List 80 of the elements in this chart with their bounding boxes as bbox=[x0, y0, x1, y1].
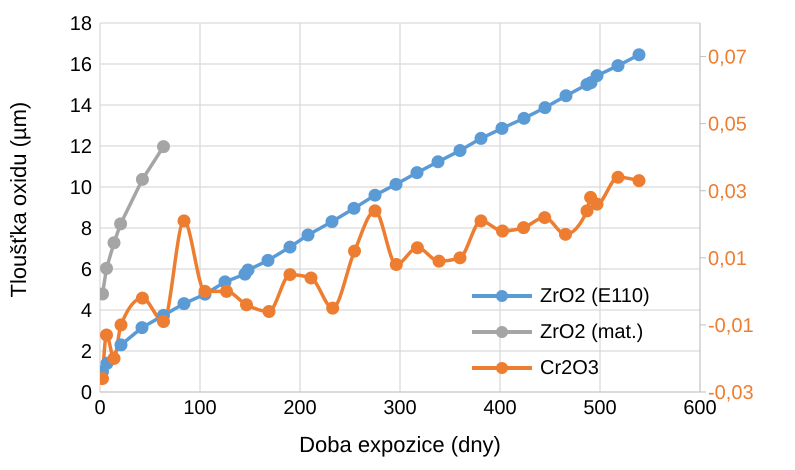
point bbox=[136, 292, 149, 305]
y2-tick-label: 0,01 bbox=[708, 248, 747, 270]
y-tick-label: 14 bbox=[70, 95, 92, 118]
point bbox=[114, 217, 128, 230]
point bbox=[454, 251, 466, 264]
point bbox=[114, 338, 128, 352]
x-tick-label: 100 bbox=[183, 397, 217, 420]
point bbox=[560, 89, 572, 102]
y-tick-label: 8 bbox=[80, 218, 92, 240]
y-tick-label: 12 bbox=[70, 136, 92, 158]
point bbox=[580, 204, 594, 218]
point bbox=[632, 48, 646, 62]
point bbox=[326, 215, 338, 228]
point bbox=[474, 132, 488, 145]
point bbox=[108, 236, 120, 250]
point bbox=[302, 228, 314, 242]
point bbox=[410, 241, 424, 254]
point bbox=[114, 318, 128, 332]
point bbox=[496, 224, 509, 238]
point bbox=[136, 172, 149, 186]
y2-tick-label: 0,03 bbox=[708, 180, 747, 203]
y-tick-label: 6 bbox=[80, 259, 92, 282]
point bbox=[326, 302, 340, 315]
y-tick-label: 18 bbox=[70, 13, 92, 36]
point bbox=[612, 170, 624, 184]
point bbox=[590, 69, 604, 82]
y2-tick-label: 0,05 bbox=[708, 114, 747, 136]
legend-label: ZrO2 (E110) bbox=[540, 284, 650, 308]
point bbox=[410, 166, 424, 180]
point bbox=[100, 328, 113, 342]
point bbox=[240, 298, 253, 312]
y2-tick-label: -0,01 bbox=[708, 315, 754, 338]
point bbox=[559, 228, 572, 241]
point bbox=[284, 268, 296, 282]
point bbox=[220, 284, 233, 298]
point bbox=[538, 211, 552, 224]
point bbox=[390, 178, 402, 191]
y-tick-label: 10 bbox=[70, 177, 92, 200]
x-axis-title: Doba expozice (dny) bbox=[299, 432, 501, 457]
y-tick-label: 2 bbox=[80, 341, 92, 364]
point bbox=[157, 140, 170, 154]
y-axis-title: Tloušťka oxidu (µm) bbox=[6, 102, 31, 298]
point bbox=[474, 214, 488, 228]
point bbox=[390, 258, 403, 272]
point bbox=[304, 271, 318, 284]
point bbox=[454, 144, 466, 158]
point bbox=[538, 101, 552, 114]
x-tick-label: 300 bbox=[383, 397, 417, 420]
x-tick-label: 500 bbox=[583, 397, 617, 420]
point bbox=[518, 112, 530, 125]
x-tick-label: 200 bbox=[283, 397, 317, 420]
point bbox=[348, 244, 361, 258]
point bbox=[157, 315, 170, 328]
x-tick-label: 400 bbox=[483, 397, 517, 420]
point bbox=[262, 254, 274, 267]
y-tick-label: 4 bbox=[80, 300, 92, 322]
point bbox=[432, 155, 444, 168]
point bbox=[612, 59, 624, 72]
legend-label: ZrO2 (mat.) bbox=[540, 320, 644, 344]
point bbox=[178, 297, 190, 310]
point bbox=[632, 174, 646, 188]
point bbox=[590, 198, 604, 211]
point bbox=[198, 284, 212, 298]
legend-label: Cr2O3 bbox=[540, 356, 599, 380]
point bbox=[136, 321, 148, 334]
point bbox=[368, 188, 382, 202]
point bbox=[284, 240, 296, 254]
point bbox=[517, 221, 530, 234]
y2-tick-label: 0,07 bbox=[708, 46, 747, 69]
point bbox=[496, 122, 508, 135]
point bbox=[432, 254, 446, 268]
point bbox=[242, 264, 254, 277]
point bbox=[262, 304, 276, 318]
y-tick-label: 16 bbox=[70, 54, 92, 76]
point bbox=[108, 352, 120, 365]
point bbox=[178, 214, 190, 228]
point bbox=[368, 204, 382, 218]
y-tick-label: 0 bbox=[80, 382, 92, 404]
point bbox=[100, 262, 113, 275]
point bbox=[348, 202, 360, 215]
